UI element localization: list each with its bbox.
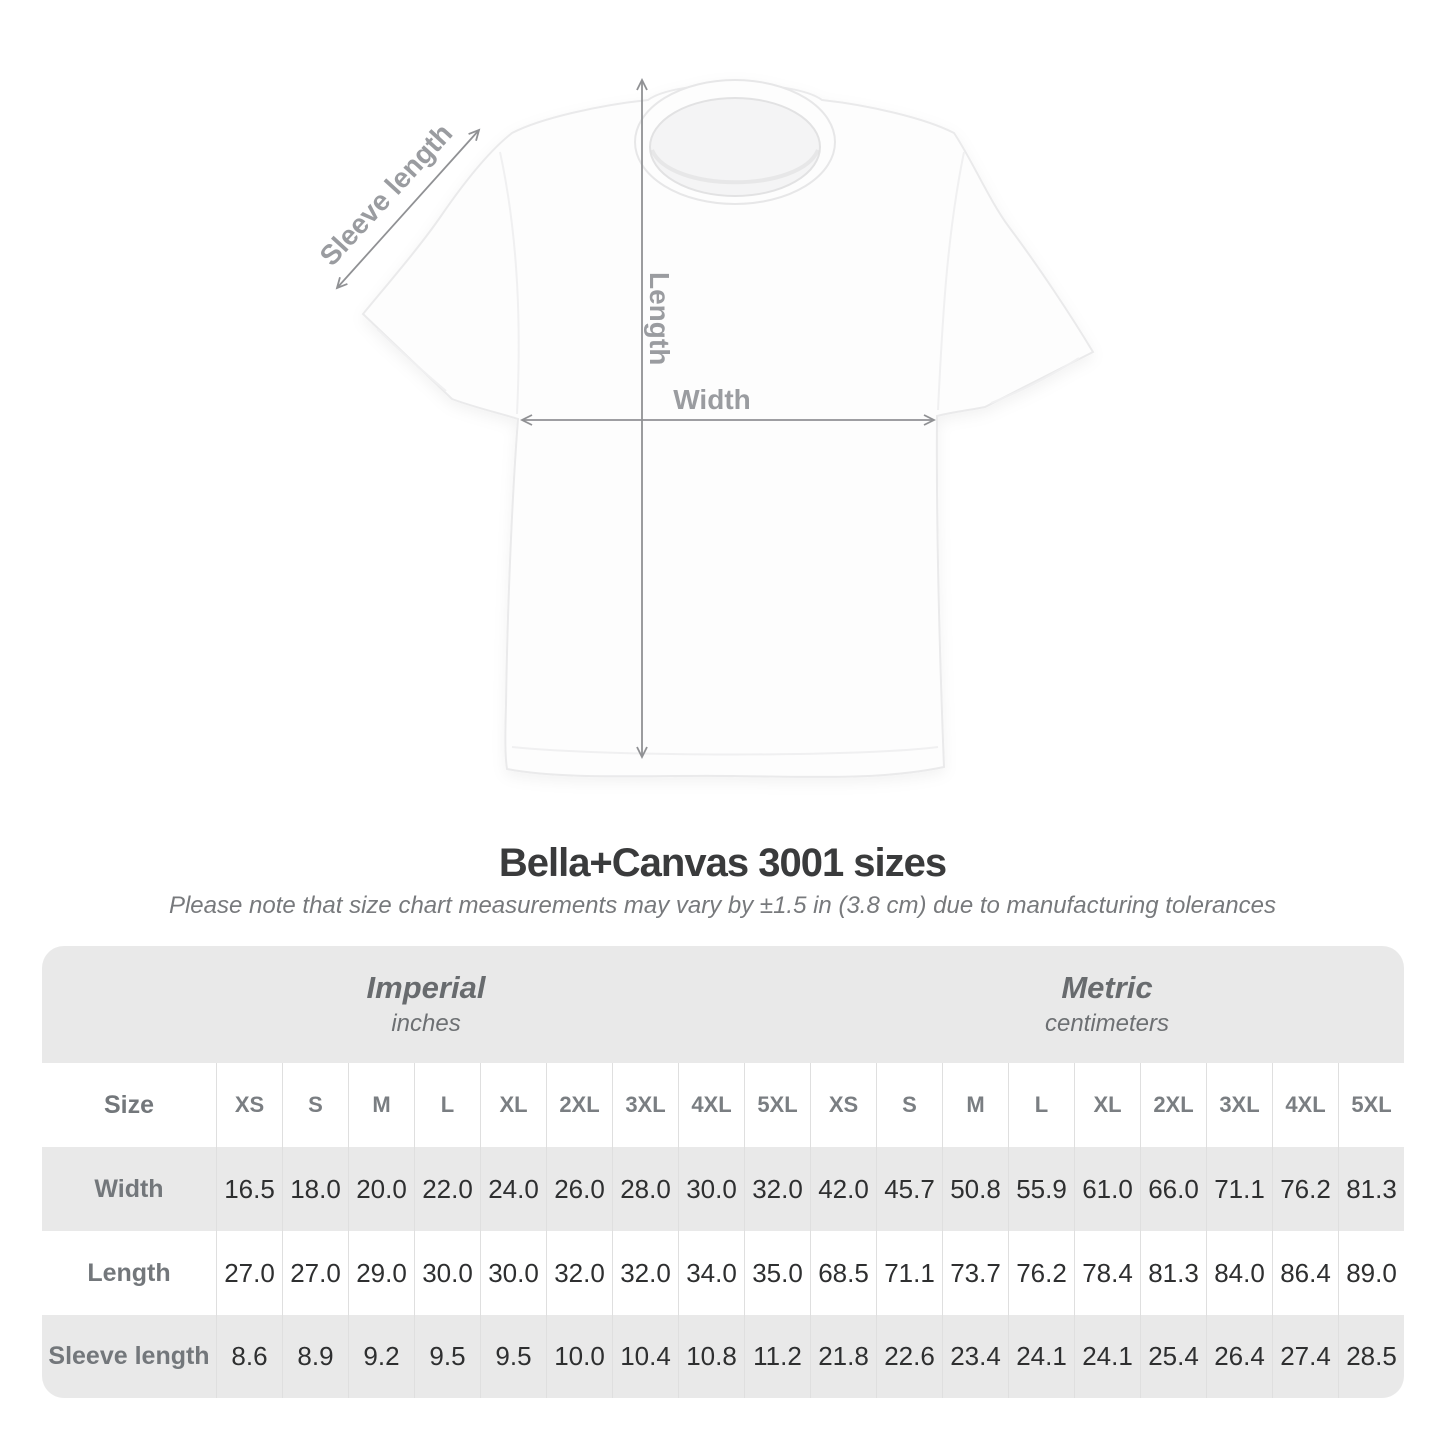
right-cuff-fold (990, 357, 1080, 404)
width-value: 18.0 (282, 1147, 348, 1231)
sleeve-value: 26.4 (1206, 1315, 1272, 1398)
width-value: 42.0 (810, 1147, 876, 1231)
size-col-header: 5XL (1338, 1063, 1404, 1147)
size-col-header: S (876, 1063, 942, 1147)
metric-unit: centimeters (1044, 1010, 1170, 1037)
collar-shadow (650, 149, 820, 185)
sleeve-value: 10.8 (678, 1315, 744, 1398)
width-value: 50.8 (942, 1147, 1008, 1231)
hem-stitch (511, 746, 939, 756)
page-title: Bella+Canvas 3001 sizes (498, 841, 947, 885)
length-value: 27.0 (216, 1231, 282, 1315)
tolerance-note: Please note that size chart measurements… (168, 892, 1277, 919)
size-col-header: XL (480, 1063, 546, 1147)
size-col-header: XL (1074, 1063, 1140, 1147)
length-value: 29.0 (348, 1231, 414, 1315)
length-value: 73.7 (942, 1231, 1008, 1315)
width-value: 81.3 (1338, 1147, 1404, 1231)
length-value: 84.0 (1206, 1231, 1272, 1315)
width-value: 16.5 (216, 1147, 282, 1231)
sleeve-value: 10.4 (612, 1315, 678, 1398)
left-armhole-seam (499, 151, 520, 415)
width-value: 28.0 (612, 1147, 678, 1231)
width-value: 71.1 (1206, 1147, 1272, 1231)
sleeve-value: 9.5 (414, 1315, 480, 1398)
size-table: Imperial inches Metric centimeters Size … (42, 946, 1404, 1398)
size-col-header: S (282, 1063, 348, 1147)
row-label-width: Width (42, 1147, 216, 1231)
length-label: Length (644, 272, 675, 365)
right-armhole-seam (937, 151, 965, 411)
metric-title: Metric (1061, 970, 1153, 1005)
length-value: 35.0 (744, 1231, 810, 1315)
metric-header: Metric centimeters (810, 946, 1404, 1063)
size-col-header: XS (810, 1063, 876, 1147)
length-value: 32.0 (612, 1231, 678, 1315)
imperial-title: Imperial (366, 970, 486, 1005)
length-value: 27.0 (282, 1231, 348, 1315)
size-col-header: 3XL (612, 1063, 678, 1147)
row-label-length: Length (87, 1258, 171, 1287)
sleeve-value: 22.6 (876, 1315, 942, 1398)
sleeve-value: 11.2 (744, 1315, 810, 1398)
sleeve-value: 21.8 (810, 1315, 876, 1398)
size-col-header: 2XL (546, 1063, 612, 1147)
sleeve-value: 9.2 (348, 1315, 414, 1398)
sleeve-value: 8.9 (282, 1315, 348, 1398)
row-label-sleeve-length: Sleeve length (42, 1315, 216, 1398)
left-cuff-fold (376, 328, 447, 392)
collar-opening (649, 97, 821, 197)
sleeve-value: 27.4 (1272, 1315, 1338, 1398)
width-value: 22.0 (414, 1147, 480, 1231)
width-value: 55.9 (1008, 1147, 1074, 1231)
length-value: 86.4 (1272, 1231, 1338, 1315)
length-value: 76.2 (1008, 1231, 1074, 1315)
sleeve-length-arrow (337, 130, 479, 288)
size-col-header: M (942, 1063, 1008, 1147)
sleeve-value: 25.4 (1140, 1315, 1206, 1398)
size-col-header: L (414, 1063, 480, 1147)
length-value: 81.3 (1140, 1231, 1206, 1315)
length-value: 71.1 (876, 1231, 942, 1315)
width-value: 30.0 (678, 1147, 744, 1231)
sleeve-value: 24.1 (1074, 1315, 1140, 1398)
imperial-unit: inches (391, 1010, 461, 1037)
length-value: 32.0 (546, 1231, 612, 1315)
size-col-header: 5XL (744, 1063, 810, 1147)
width-value: 66.0 (1140, 1147, 1206, 1231)
size-col-header: L (1008, 1063, 1074, 1147)
length-value: 89.0 (1338, 1231, 1404, 1315)
width-label: Width (673, 384, 751, 415)
size-col-header: XS (216, 1063, 282, 1147)
width-value: 24.0 (480, 1147, 546, 1231)
size-row-label: Size (103, 1090, 155, 1119)
sleeve-value: 9.5 (480, 1315, 546, 1398)
width-value: 32.0 (744, 1147, 810, 1231)
width-value: 45.7 (876, 1147, 942, 1231)
sleeve-value: 28.5 (1338, 1315, 1404, 1398)
length-value: 34.0 (678, 1231, 744, 1315)
width-value: 26.0 (546, 1147, 612, 1231)
size-col-header: 4XL (678, 1063, 744, 1147)
size-col-header: 3XL (1206, 1063, 1272, 1147)
width-value: 20.0 (348, 1147, 414, 1231)
width-value: 61.0 (1074, 1147, 1140, 1231)
tshirt-graphic (361, 79, 1095, 779)
length-value: 30.0 (480, 1231, 546, 1315)
length-value: 78.4 (1074, 1231, 1140, 1315)
sleeve-value: 24.1 (1008, 1315, 1074, 1398)
sleeve-value: 23.4 (942, 1315, 1008, 1398)
sleeve-value: 10.0 (546, 1315, 612, 1398)
length-value: 30.0 (414, 1231, 480, 1315)
width-value: 76.2 (1272, 1147, 1338, 1231)
size-col-header: M (348, 1063, 414, 1147)
sleeve-value: 8.6 (216, 1315, 282, 1398)
imperial-header: Imperial inches (42, 946, 810, 1063)
length-value: 68.5 (810, 1231, 876, 1315)
size-diagram: Length Width Sleeve length (314, 0, 1095, 779)
size-col-header: 4XL (1272, 1063, 1338, 1147)
size-col-header: 2XL (1140, 1063, 1206, 1147)
